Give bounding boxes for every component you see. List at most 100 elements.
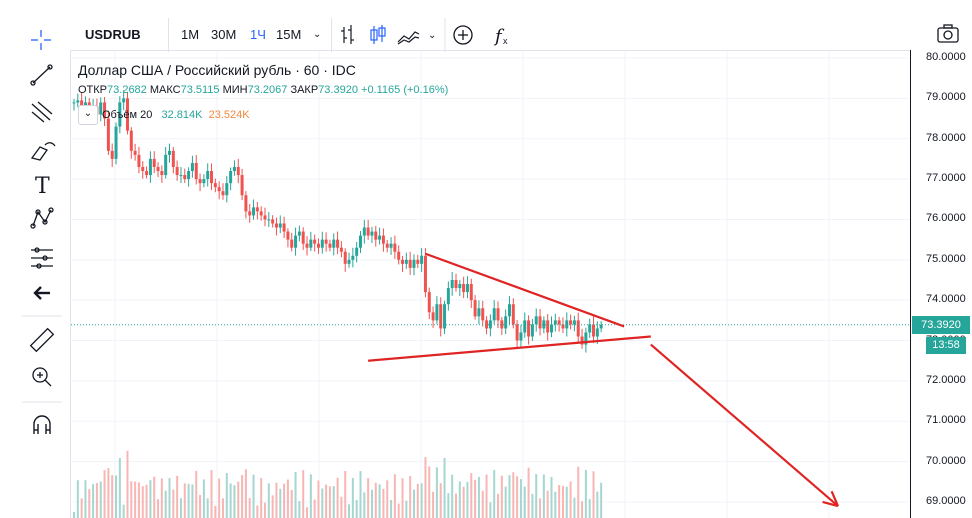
candle-body bbox=[213, 183, 217, 188]
candle-body bbox=[366, 227, 370, 236]
chart-title: Доллар США / Российский рубль · 60 · IDC bbox=[78, 62, 356, 78]
candle-body bbox=[569, 320, 573, 325]
volume-bar bbox=[122, 504, 125, 518]
candle-body bbox=[538, 316, 542, 329]
collapse-chevron-icon[interactable]: ⌄ bbox=[78, 105, 98, 125]
interval-dropdown-chevron-icon[interactable]: ⌄ bbox=[313, 29, 322, 40]
volume-bar bbox=[455, 493, 457, 518]
volume-bar bbox=[99, 481, 102, 518]
volume-bar bbox=[577, 466, 580, 518]
interval-1m-button[interactable]: 1M bbox=[181, 27, 200, 42]
candle-body bbox=[511, 304, 515, 325]
volume-bar bbox=[500, 475, 503, 518]
volume-bar bbox=[596, 491, 599, 518]
trendline bbox=[425, 252, 625, 328]
volume-bar bbox=[424, 457, 427, 518]
volume-bar bbox=[485, 474, 488, 518]
interval-1h-button[interactable]: 1Ч bbox=[250, 27, 266, 42]
candle-body bbox=[122, 98, 126, 103]
volume-bar bbox=[95, 483, 98, 518]
price-tick-label: 74.0000 bbox=[926, 293, 966, 306]
price-axis[interactable] bbox=[910, 50, 972, 518]
ohlc-readout: ОТКР73.2682 МАКС73.5115 МИН73.2067 ЗАКР7… bbox=[78, 84, 448, 96]
candle-body bbox=[164, 154, 168, 176]
symbol-search-button[interactable]: USDRUB bbox=[85, 27, 141, 42]
volume-bar bbox=[565, 486, 568, 518]
candle-body bbox=[462, 284, 466, 293]
candle-body bbox=[332, 239, 336, 248]
volume-bar bbox=[271, 495, 274, 518]
candle-body bbox=[114, 126, 118, 159]
candle-body bbox=[83, 102, 87, 107]
volume-bar bbox=[527, 467, 530, 518]
candle-body bbox=[133, 150, 137, 155]
volume-legend: ⌄ Объём 20 32.814K 23.524K bbox=[78, 105, 250, 125]
volume-bar bbox=[149, 480, 152, 518]
volume-bar bbox=[466, 481, 469, 518]
volume-bar bbox=[103, 470, 106, 518]
volume-bar bbox=[581, 501, 584, 518]
volume-bar bbox=[477, 476, 480, 518]
candle-body bbox=[397, 251, 401, 260]
volume-bar bbox=[199, 494, 202, 518]
price-tick-label: 71.0000 bbox=[926, 414, 966, 427]
volume-bar bbox=[256, 505, 259, 518]
volume-bar bbox=[176, 475, 179, 518]
candle-body bbox=[305, 243, 309, 248]
candle-body bbox=[500, 320, 504, 329]
volume-bar bbox=[443, 458, 446, 518]
candle-body bbox=[446, 288, 450, 305]
candle-body bbox=[454, 280, 458, 289]
candle-body bbox=[557, 320, 561, 325]
candle-body bbox=[259, 211, 263, 216]
volume-bar bbox=[248, 498, 251, 518]
candle-body bbox=[355, 247, 359, 256]
chart-pane[interactable] bbox=[70, 50, 910, 518]
candle-body bbox=[546, 320, 550, 333]
low-label: МИН bbox=[222, 84, 248, 96]
candle-body bbox=[572, 320, 576, 325]
high-value: 73.5115 bbox=[180, 84, 220, 96]
interval-15m-button[interactable]: 15M bbox=[276, 27, 302, 42]
candle-body bbox=[232, 166, 236, 172]
volume-bar bbox=[260, 478, 263, 518]
volume-bar bbox=[206, 498, 209, 518]
candle-body bbox=[385, 243, 389, 248]
candle-body bbox=[336, 239, 340, 248]
volume-bar bbox=[481, 490, 484, 518]
candle-body bbox=[431, 312, 435, 321]
open-label: ОТКР bbox=[78, 84, 108, 96]
volume-bar bbox=[202, 479, 205, 518]
volume-bar bbox=[264, 502, 266, 518]
candle-body bbox=[137, 154, 141, 167]
candle-body bbox=[523, 320, 527, 333]
volume-bar bbox=[489, 502, 492, 518]
volume-bar bbox=[523, 486, 526, 518]
volume-bar bbox=[111, 475, 114, 518]
volume-bar bbox=[267, 483, 270, 518]
volume-bar bbox=[229, 483, 232, 518]
volume-bar bbox=[84, 480, 87, 518]
open-value: 73.2682 bbox=[107, 84, 147, 96]
volume-bar bbox=[378, 484, 381, 518]
volume-bar bbox=[328, 486, 331, 518]
candle-body bbox=[168, 150, 171, 155]
candle-body bbox=[236, 166, 240, 176]
candle-body bbox=[145, 171, 149, 176]
volume-bar bbox=[302, 470, 305, 518]
volume-bar bbox=[76, 480, 79, 518]
candle-body bbox=[110, 150, 114, 159]
interval-30m-button[interactable]: 30M bbox=[211, 27, 237, 42]
candle-body bbox=[106, 118, 110, 151]
candle-body bbox=[351, 255, 355, 260]
candle-body bbox=[393, 243, 397, 252]
candle-body bbox=[481, 308, 485, 321]
candle-body bbox=[374, 231, 378, 240]
candle-body bbox=[99, 102, 103, 115]
volume-bar bbox=[298, 501, 301, 518]
volume-bar bbox=[493, 470, 496, 518]
candle-body bbox=[198, 179, 202, 184]
candle-body bbox=[294, 235, 298, 248]
volume-bar bbox=[244, 469, 247, 518]
volume-bar bbox=[172, 489, 175, 518]
